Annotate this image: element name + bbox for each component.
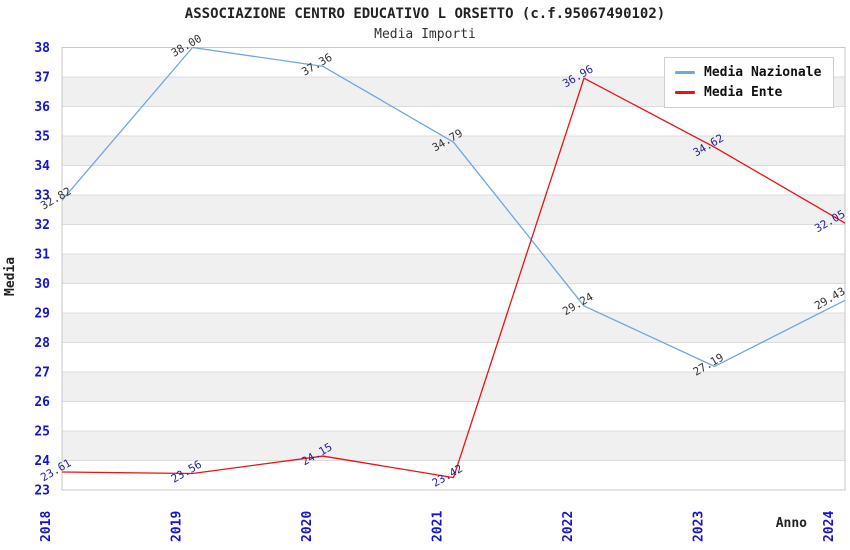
- plot-band: [62, 313, 845, 343]
- y-tick-label: 26: [34, 395, 50, 410]
- chart-subtitle: Media Importi: [374, 27, 476, 42]
- series-line-media-nazionale: [61, 46, 846, 368]
- chart-title: ASSOCIAZIONE CENTRO EDUCATIVO L ORSETTO …: [184, 6, 666, 22]
- plot-band: [62, 136, 845, 166]
- plot-band: [62, 195, 845, 225]
- plot-band: [62, 283, 845, 313]
- y-axis-title: Media: [3, 257, 18, 296]
- y-tick-label: 27: [34, 366, 50, 381]
- y-tick-label: 24: [34, 454, 50, 469]
- x-tick-label: 2023: [692, 511, 707, 542]
- plot-band: [62, 401, 845, 431]
- y-tick-label: 37: [34, 71, 50, 86]
- legend-label: Media Ente: [704, 85, 783, 100]
- x-tick-label: 2020: [300, 511, 315, 542]
- chart-legend: Media Nazionale Media Ente: [664, 57, 835, 108]
- y-tick-label: 30: [34, 277, 50, 292]
- y-tick-label: 28: [34, 336, 50, 351]
- y-tick-label: 25: [34, 425, 50, 440]
- x-tick-label: 2021: [431, 511, 446, 542]
- y-tick-label: 32: [34, 218, 50, 233]
- legend-item-media-ente: Media Ente: [675, 85, 821, 100]
- plot-band: [62, 254, 845, 284]
- y-tick-label: 29: [34, 307, 50, 322]
- plot-band: [62, 342, 845, 372]
- y-tick-label: 36: [34, 100, 50, 115]
- legend-swatch-blue-line-icon: [675, 71, 695, 74]
- legend-swatch-red-line-icon: [675, 91, 695, 94]
- y-tick-label: 34: [34, 159, 50, 174]
- plot-band: [62, 372, 845, 402]
- x-tick-label: 2022: [561, 511, 576, 542]
- x-tick-label: 2024: [822, 511, 837, 542]
- y-tick-label: 38: [34, 41, 50, 56]
- plot-band: [62, 224, 845, 254]
- plot-band: [62, 431, 845, 461]
- y-tick-label: 31: [34, 248, 50, 263]
- x-tick-label: 2019: [170, 511, 185, 542]
- plot-border: [61, 47, 846, 491]
- series-line-media-ente: [61, 77, 846, 479]
- x-tick-label: 2018: [39, 511, 54, 542]
- y-tick-label: 33: [34, 189, 50, 204]
- plot-band: [62, 460, 845, 490]
- plot-band: [62, 165, 845, 195]
- legend-item-media-nazionale: Media Nazionale: [675, 65, 821, 80]
- plot-band: [62, 106, 845, 136]
- y-tick-label: 35: [34, 130, 50, 145]
- legend-label: Media Nazionale: [704, 65, 822, 80]
- x-axis-title: Anno: [776, 516, 807, 531]
- y-tick-label: 23: [34, 484, 50, 499]
